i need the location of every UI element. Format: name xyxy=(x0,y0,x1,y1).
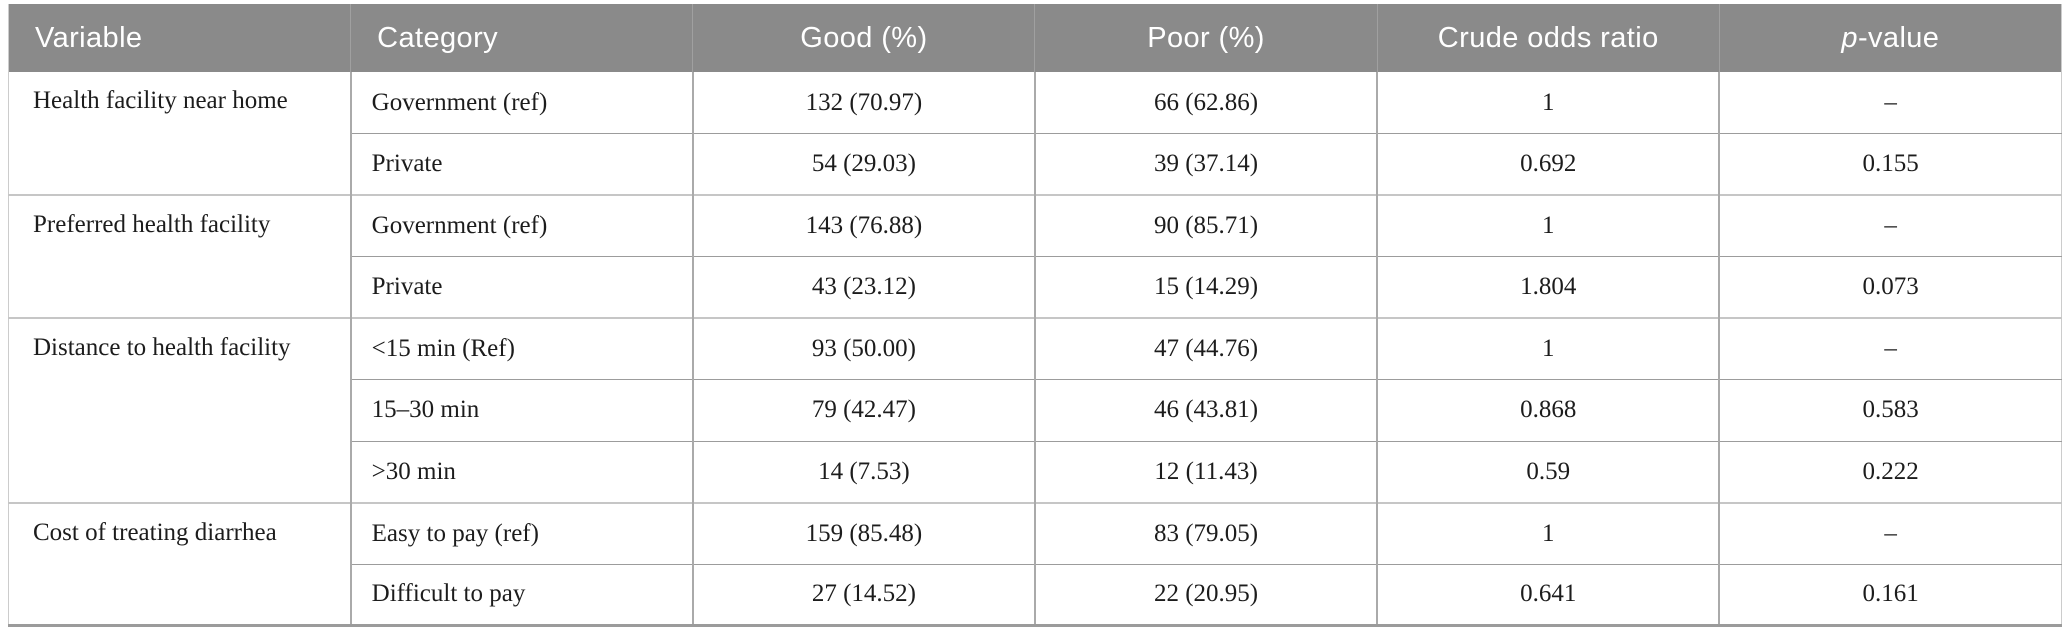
header-variable: Variable xyxy=(8,4,351,72)
p-value-rest: -value xyxy=(1857,21,1940,54)
variable-cell: Cost of treating diarrhea xyxy=(8,501,351,626)
good-cell: 159 (85.48) xyxy=(691,501,1035,564)
poor-cell: 66 (62.86) xyxy=(1033,72,1378,134)
poor-cell: 12 (11.43) xyxy=(1033,440,1378,503)
good-cell: 93 (50.00) xyxy=(691,317,1035,380)
category-cell: >30 min xyxy=(349,440,693,503)
p-value-cell: 0.222 xyxy=(1718,440,2062,503)
header-p-value: p-value xyxy=(1718,4,2062,72)
poor-cell: 83 (79.05) xyxy=(1033,501,1378,564)
table-body: Health facility near home Government (ref… xyxy=(8,72,2062,626)
table-row: >30 min 14 (7.53) 12 (11.43) 0.59 0.222 xyxy=(9,440,2062,503)
odds-ratio-cell: 0.692 xyxy=(1376,133,1720,195)
category-cell: Government (ref) xyxy=(349,72,693,134)
odds-ratio-cell: 1 xyxy=(1376,72,1720,134)
table-container: Variable Category Good (%) Poor (%) Crud… xyxy=(8,4,2062,627)
table-row: Private 43 (23.12) 15 (14.29) 1.804 0.073 xyxy=(9,256,2062,318)
p-value-italic: p xyxy=(1841,21,1858,54)
odds-ratio-cell: 0.59 xyxy=(1376,440,1720,503)
category-cell: Government (ref) xyxy=(349,194,693,257)
poor-cell: 39 (37.14) xyxy=(1033,133,1378,195)
p-value-cell: 0.583 xyxy=(1718,379,2062,441)
good-cell: 79 (42.47) xyxy=(691,379,1035,441)
table-row: Distance to health facility <15 min (Ref)… xyxy=(8,317,2062,503)
poor-cell: 46 (43.81) xyxy=(1033,379,1378,441)
table-row: 15–30 min 79 (42.47) 46 (43.81) 0.868 0.583 xyxy=(9,379,2062,441)
header-poor-percent: Poor (%) xyxy=(1034,4,1378,72)
odds-ratio-cell: 0.868 xyxy=(1376,379,1720,441)
good-cell: 14 (7.53) xyxy=(691,440,1035,503)
poor-cell: 15 (14.29) xyxy=(1033,256,1378,318)
header-good-percent: Good (%) xyxy=(692,4,1035,72)
header-crude-odds-ratio: Crude odds ratio xyxy=(1376,4,1720,72)
good-cell: 132 (70.97) xyxy=(691,72,1035,134)
table-row: Difficult to pay 27 (14.52) 22 (20.95) 0.64… xyxy=(9,563,2062,626)
poor-cell: 22 (20.95) xyxy=(1033,563,1378,626)
variable-cell: Distance to health facility xyxy=(8,317,351,503)
p-value-cell: – xyxy=(1718,501,2062,564)
category-cell: Private xyxy=(349,256,693,318)
odds-ratio-cell: 1.804 xyxy=(1376,256,1720,318)
p-value-cell: 0.161 xyxy=(1718,563,2062,626)
good-cell: 27 (14.52) xyxy=(691,563,1035,626)
category-cell: Easy to pay (ref) xyxy=(349,501,693,564)
table-row: Health facility near home Government (ref… xyxy=(8,72,2062,195)
odds-ratio-cell: 1 xyxy=(1376,317,1720,380)
p-value-cell: – xyxy=(1718,317,2062,380)
crude-odds-ratio-table: Variable Category Good (%) Poor (%) Crud… xyxy=(8,4,2062,627)
odds-ratio-cell: 0.641 xyxy=(1376,563,1720,626)
good-cell: 43 (23.12) xyxy=(691,256,1035,318)
p-value-cell: 0.073 xyxy=(1718,256,2062,318)
p-value-cell: – xyxy=(1718,194,2062,257)
p-value-cell: – xyxy=(1718,72,2062,134)
table-row: Preferred health facility Government (ref… xyxy=(8,194,2062,318)
header-category: Category xyxy=(350,4,693,72)
category-cell: <15 min (Ref) xyxy=(349,317,693,380)
table-row: Cost of treating diarrhea Easy to pay (re… xyxy=(8,501,2062,626)
p-value-cell: 0.155 xyxy=(1718,133,2062,195)
odds-ratio-cell: 1 xyxy=(1376,501,1720,564)
poor-cell: 47 (44.76) xyxy=(1033,317,1378,380)
good-cell: 54 (29.03) xyxy=(691,133,1035,195)
table-header: Variable Category Good (%) Poor (%) Crud… xyxy=(8,4,2062,72)
good-cell: 143 (76.88) xyxy=(691,194,1035,257)
odds-ratio-cell: 1 xyxy=(1376,194,1720,257)
category-cell: Difficult to pay xyxy=(349,563,693,626)
table-row: Private 54 (29.03) 39 (37.14) 0.692 0.155 xyxy=(9,133,2062,195)
poor-cell: 90 (85.71) xyxy=(1033,194,1378,257)
category-cell: Private xyxy=(349,133,693,195)
category-cell: 15–30 min xyxy=(349,379,693,441)
variable-cell: Health facility near home xyxy=(8,72,351,195)
header-row: Variable Category Good (%) Poor (%) Crud… xyxy=(8,4,2062,72)
variable-cell: Preferred health facility xyxy=(8,194,351,318)
